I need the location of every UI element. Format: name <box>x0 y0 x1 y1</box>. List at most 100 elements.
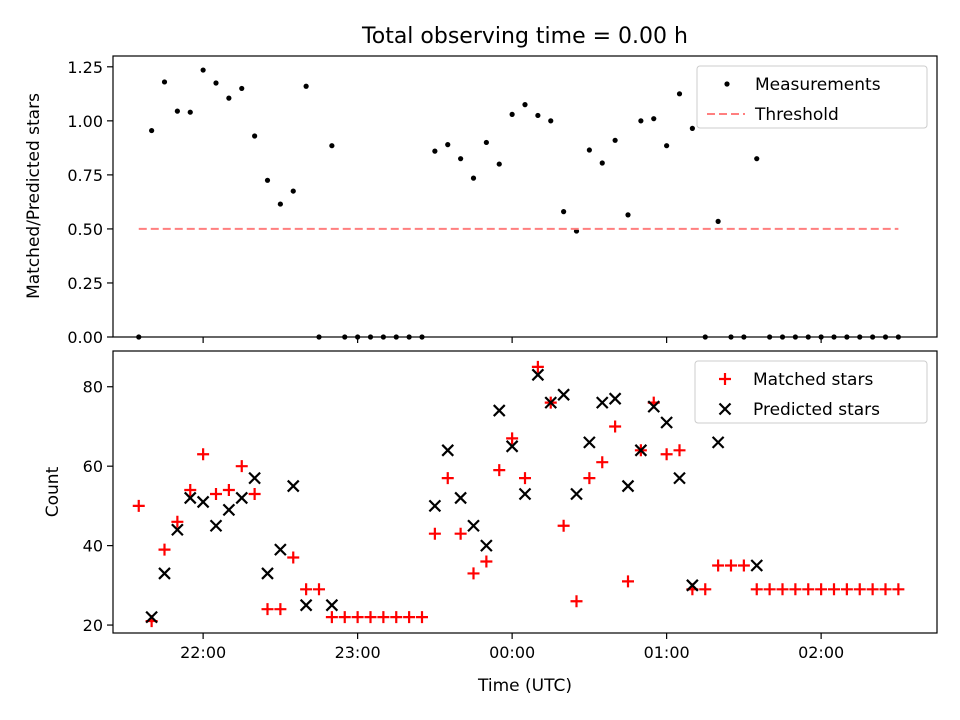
measurement-point <box>380 334 386 340</box>
bottom-axes: 20 40 60 80 22:00 23:00 00:00 01:00 02:00 Matched… <box>83 350 938 662</box>
matched-stars-point <box>325 611 338 624</box>
measurement-point <box>355 334 361 340</box>
predicted-stars-point <box>480 539 493 552</box>
matched-stars-point <box>441 472 454 485</box>
measurement-point <box>470 175 477 181</box>
top-y-axis-label: Matched/Predicted stars <box>24 93 44 299</box>
matched-stars-point <box>879 583 892 596</box>
predicted-stars-point <box>647 400 661 413</box>
measurement-point <box>767 334 773 340</box>
measurement-point <box>445 142 451 148</box>
predicted-stars-point <box>274 543 287 556</box>
predicted-stars-point <box>660 416 673 429</box>
bottom-y-tick-label: 60 <box>83 457 103 476</box>
measurement-point <box>161 79 168 85</box>
measurement-point <box>689 125 695 132</box>
matched-stars-point <box>712 559 725 572</box>
predicted-stars-point <box>183 491 197 505</box>
matched-stars-point <box>390 611 403 624</box>
predicted-stars-point <box>286 479 300 493</box>
predicted-stars-point <box>454 491 467 505</box>
matched-stars-point <box>248 487 261 500</box>
matched-stars-point <box>403 611 416 624</box>
matched-stars-point <box>300 583 313 596</box>
measurement-point <box>149 127 155 134</box>
matched-stars-point <box>171 515 184 528</box>
bottom-legend-box <box>694 360 928 424</box>
matched-stars-point <box>673 444 686 457</box>
measurement-point <box>329 143 335 149</box>
bottom-y-tick-label: 20 <box>83 616 103 635</box>
matched-stars-point <box>222 484 235 497</box>
x-tick-label: 22:00 <box>180 643 226 662</box>
predicted-stars-point <box>428 499 442 513</box>
top-legend: Measurements Threshold <box>696 65 928 129</box>
matched-stars-point <box>737 559 750 572</box>
x-tick-label: 01:00 <box>644 643 690 662</box>
measurement-point <box>522 102 528 108</box>
predicted-stars-point <box>595 396 609 409</box>
matched-stars-point <box>725 559 737 572</box>
top-axes-frame <box>112 55 938 338</box>
predicted-stars-point <box>235 491 249 505</box>
predicted-stars-point <box>750 559 764 572</box>
legend-label: Predicted stars <box>753 400 880 420</box>
predicted-stars-point <box>248 471 261 485</box>
matched-stars-point <box>853 583 866 596</box>
matched-stars-point <box>197 448 210 461</box>
measurement-point <box>458 156 464 162</box>
matched-stars-point <box>338 611 351 624</box>
predicted-stars-point <box>634 444 648 457</box>
matched-stars-point <box>699 583 712 596</box>
matched-stars-point <box>815 583 828 596</box>
measurement-point <box>136 334 142 340</box>
measurement-point <box>844 334 850 340</box>
measurement-point <box>509 111 515 117</box>
matched-stars-point <box>596 456 609 469</box>
matched-stars-point <box>506 432 519 445</box>
predicted-stars-point <box>557 388 570 401</box>
predicted-stars-point <box>145 610 158 624</box>
matched-stars-point <box>789 583 802 596</box>
matched-stars-point <box>480 555 493 568</box>
predicted-stars-point <box>505 440 519 453</box>
top-legend-box <box>696 65 928 129</box>
measurement-point <box>406 334 412 340</box>
measurement-point <box>870 334 876 340</box>
top-y-tick-label: 1.00 <box>67 112 103 131</box>
matched-stars-point <box>184 484 197 497</box>
matched-stars-point <box>467 567 480 580</box>
predicted-stars-point <box>299 598 313 612</box>
predicted-stars-point <box>171 523 184 537</box>
measurement-point <box>432 148 438 154</box>
predicted-stars-point <box>673 471 686 485</box>
matched-stars-point <box>802 583 815 596</box>
measurement-point <box>496 161 502 167</box>
matched-stars-point <box>428 527 441 540</box>
matched-stars-point <box>416 611 428 624</box>
matched-stars-point <box>776 583 789 596</box>
measurement-point <box>200 67 206 73</box>
matched-stars-point <box>622 575 634 588</box>
measurement-point <box>818 334 824 340</box>
top-y-tick-label: 0.75 <box>67 166 103 185</box>
matched-stars-point <box>557 519 570 532</box>
matched-stars-point <box>210 487 222 500</box>
matched-stars-point <box>261 603 274 616</box>
top-y-tick-label: 0.00 <box>67 328 103 347</box>
matched-stars-point <box>609 420 622 433</box>
measurement-point <box>895 334 901 340</box>
matched-stars-point <box>274 603 287 616</box>
legend-matched-swatch <box>719 373 731 385</box>
x-axis-label: Time (UTC) <box>477 676 572 696</box>
predicted-stars-point <box>325 598 339 612</box>
predicted-stars-point <box>196 495 210 509</box>
measurement-point <box>625 212 631 218</box>
measurement-point <box>882 334 889 340</box>
measurement-point <box>651 116 657 122</box>
matched-stars-point <box>570 595 583 608</box>
measurement-point <box>290 188 296 194</box>
measurement-point <box>805 334 811 340</box>
predicted-stars-point <box>531 368 545 382</box>
measurement-point <box>599 160 605 166</box>
